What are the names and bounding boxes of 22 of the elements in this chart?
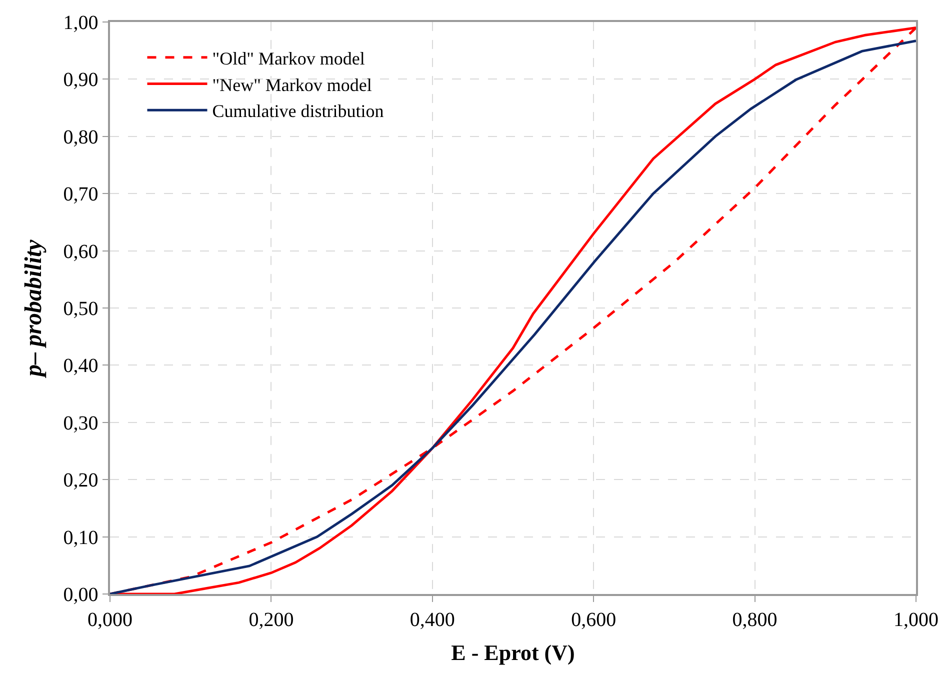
y-tick-label: 0,60 xyxy=(63,240,98,263)
x-tick-label: 0,400 xyxy=(410,608,455,631)
legend-label: "Old" Markov model xyxy=(212,48,365,68)
x-tick-label: 0,800 xyxy=(732,608,778,631)
legend-label: "New" Markov model xyxy=(212,74,372,95)
x-tick-label: 0,000 xyxy=(88,608,132,631)
y-axis-title: p– probability xyxy=(20,239,47,378)
y-tick-label: 0,10 xyxy=(63,526,98,549)
legend-label: Cumulative distribution xyxy=(212,101,384,122)
y-tick-label: 1,00 xyxy=(63,12,98,34)
y-tick-label: 0,40 xyxy=(63,355,98,378)
y-tick-label: 0,80 xyxy=(63,126,98,148)
y-tick-label: 0,20 xyxy=(63,470,98,492)
x-tick-label: 1,000 xyxy=(894,608,938,631)
x-axis-title: E - Eprot (V) xyxy=(451,640,575,666)
y-tick-label: 0,50 xyxy=(63,298,98,320)
y-tick-label: 0,70 xyxy=(63,184,98,206)
x-tick-label: 0,600 xyxy=(571,608,616,631)
y-tick-label: 0,00 xyxy=(63,584,98,606)
y-tick-label: 0,90 xyxy=(63,69,98,92)
x-tick-label: 0,200 xyxy=(248,608,294,631)
y-tick-label: 0,30 xyxy=(63,412,98,434)
